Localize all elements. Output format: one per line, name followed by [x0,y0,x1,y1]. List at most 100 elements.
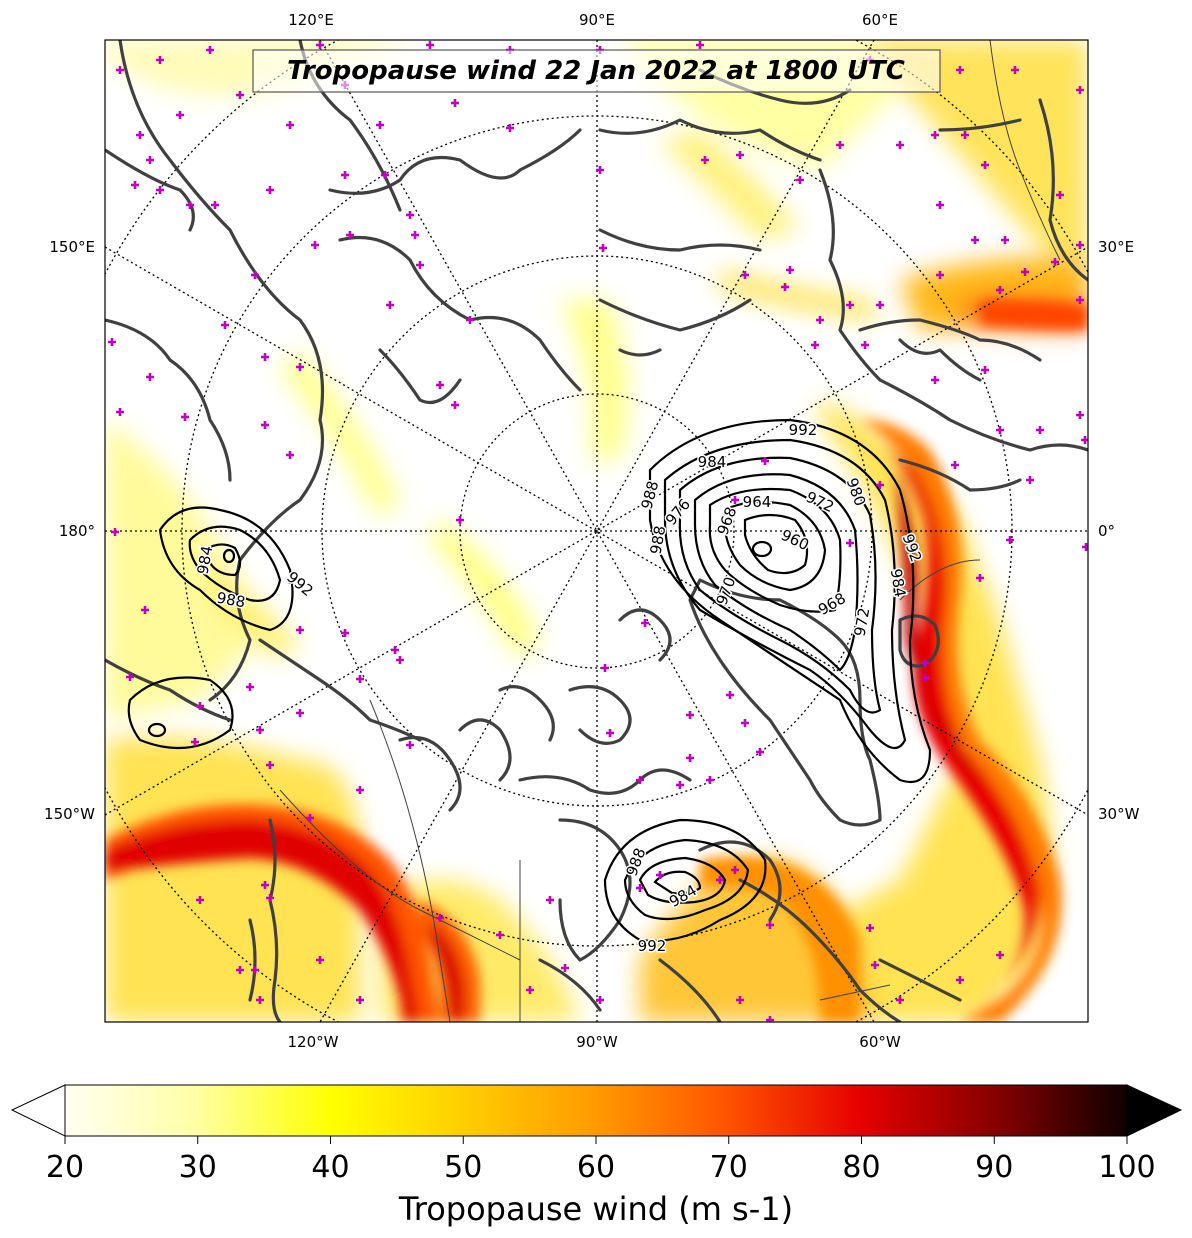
colorbar-extend-max [1126,1084,1183,1137]
station-marker [146,373,154,381]
station-marker [176,111,184,119]
station-marker [341,629,349,637]
station-marker [386,301,394,309]
map-frame [104,39,1089,1023]
coastlines [105,40,1088,1022]
station-marker [599,244,607,252]
station-marker [871,961,879,969]
station-marker [1006,536,1014,544]
station-marker [116,408,124,416]
station-marker [108,338,116,346]
station-marker [356,996,364,1004]
station-marker [706,776,714,784]
station-marker [896,996,904,1004]
station-marker [686,754,694,762]
station-marker [406,211,414,219]
colorbar-ramp [65,1085,1127,1136]
longitude-labels: 120°E 90°E 60°E 120°W 90°W 60°W 150°E 18… [44,11,1140,1051]
station-marker [236,966,244,974]
colorbar-ticks: 20 30 40 50 60 70 80 90 100 [46,1136,1156,1185]
station-marker [1056,191,1064,199]
station-marker [296,363,304,371]
station-marker [456,516,464,524]
colorbar-tick-label: 70 [710,1150,748,1185]
station-marker [356,786,364,794]
colorbar-tick-label: 50 [444,1150,482,1185]
station-marker [741,271,749,279]
station-marker [346,231,354,239]
station-marker [921,659,929,667]
station-marker [996,951,1004,959]
station-marker [116,66,124,74]
station-marker [141,606,149,614]
station-marker [376,121,384,129]
station-marker [1076,241,1084,249]
contour-label: 992 [789,421,818,439]
station-marker [316,956,324,964]
station-marker [921,674,929,682]
station-marker [836,141,844,149]
contour-label: 964 [743,493,772,511]
station-marker [811,341,819,349]
pressure-contours [127,418,932,942]
colorbar: 20 30 40 50 60 70 80 90 100 Tropopause wind (m s… [10,1084,1183,1228]
station-marker [656,871,664,879]
station-marker [846,539,854,547]
station-marker [866,924,874,932]
station-marker [996,286,1004,294]
station-marker [561,964,569,972]
station-marker [296,709,304,717]
lon-label-top-1: 90°E [579,11,615,29]
station-marker [211,201,219,209]
colorbar-label: Tropopause wind (m s-1) [398,1190,793,1228]
lon-label-top-2: 60°E [862,11,898,29]
lon-label-left-0: 150°E [49,238,95,256]
station-marker [186,201,194,209]
station-marker [451,401,459,409]
station-marker [496,931,504,939]
station-marker [136,131,144,139]
station-marker [451,99,459,107]
station-marker [951,461,959,469]
station-marker [876,301,884,309]
station-marker [1076,86,1084,94]
lon-label-bottom-1: 90°W [576,1033,618,1051]
station-marker [796,176,804,184]
station-marker [506,124,514,132]
station-marker [731,496,739,504]
station-marker [251,271,259,279]
station-marker [786,266,794,274]
station-marker [546,896,554,904]
station-marker [931,131,939,139]
station-marker [676,781,684,789]
station-marker [596,166,604,174]
station-marker [971,236,979,244]
colorbar-extend-min [10,1084,66,1137]
lon-label-left-1: 180° [59,522,95,540]
station-marker [956,976,964,984]
station-marker [756,748,764,756]
station-marker [936,201,944,209]
station-marker [311,241,319,249]
station-marker [286,451,294,459]
station-marker [146,156,154,164]
map-title-box: Tropopause wind 22 Jan 2022 at 1800 UTC [252,49,941,93]
lon-label-right-0: 30°E [1098,238,1134,256]
map-panel: Tropopause wind 22 Jan 2022 at 1800 UTC [105,40,1088,1022]
colorbar-tick-label: 30 [179,1150,217,1185]
lon-label-bottom-0: 120°W [288,1033,339,1051]
station-marker [381,171,389,179]
colorbar-tick-label: 80 [842,1150,880,1185]
station-marker [976,574,984,582]
station-marker [261,421,269,429]
station-marker [636,884,644,892]
station-marker [1076,296,1084,304]
station-marker [876,481,884,489]
station-marker [1082,543,1088,551]
lon-label-bottom-2: 60°W [859,1033,901,1051]
station-marker [936,271,944,279]
station-marker [606,729,614,737]
contour-label: 984 [698,453,727,471]
station-marker [981,366,989,374]
station-marker [601,664,609,672]
